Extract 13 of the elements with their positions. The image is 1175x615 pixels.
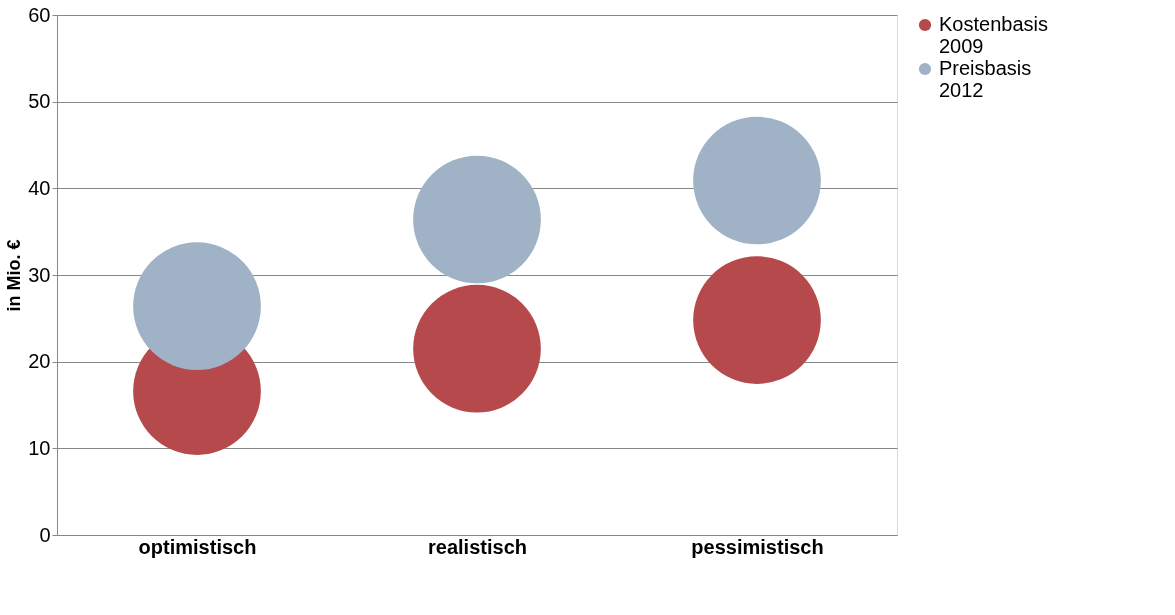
x-tick-label: realistisch xyxy=(428,535,527,558)
y-tick-label: 10 xyxy=(28,436,51,459)
y-tick-label: 0 xyxy=(39,523,51,546)
y-tick-label: 60 xyxy=(28,3,51,26)
y-tick-label: 20 xyxy=(28,350,51,373)
y-tick-label: 40 xyxy=(28,176,51,199)
x-tick-label: optimistisch xyxy=(138,535,257,558)
legend-label: Kostenbasis 2009 xyxy=(939,13,1048,57)
y-tick-label: 50 xyxy=(28,90,51,113)
y-axis-title: in Mio. € xyxy=(4,239,25,312)
x-tick-label: pessimistisch xyxy=(691,535,824,558)
y-tick-label: 30 xyxy=(28,263,51,286)
legend-label: Preisbasis 2012 xyxy=(939,57,1032,101)
